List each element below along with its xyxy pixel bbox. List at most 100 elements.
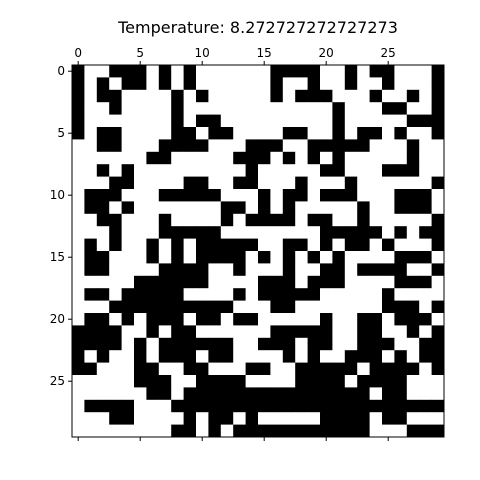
heatmap-cell bbox=[419, 275, 432, 289]
heatmap-cell bbox=[220, 362, 234, 376]
heatmap-cell bbox=[406, 313, 420, 326]
heatmap-cell bbox=[84, 412, 98, 425]
heatmap-cell bbox=[394, 375, 408, 388]
heatmap-cell bbox=[307, 201, 321, 215]
heatmap-cell bbox=[183, 251, 197, 264]
heatmap-cell bbox=[357, 238, 370, 252]
heatmap-cell bbox=[84, 164, 98, 177]
heatmap-cell bbox=[282, 213, 296, 227]
heatmap-cell bbox=[394, 263, 408, 277]
heatmap-cell bbox=[72, 399, 85, 413]
heatmap-cell bbox=[121, 399, 135, 413]
heatmap-cell bbox=[208, 139, 222, 153]
heatmap-cell bbox=[233, 238, 246, 252]
heatmap-cell bbox=[419, 313, 432, 326]
heatmap-cell bbox=[121, 201, 135, 215]
heatmap-cell bbox=[382, 201, 395, 215]
heatmap-cell bbox=[208, 226, 222, 239]
heatmap-cell bbox=[134, 399, 147, 413]
heatmap-cell bbox=[158, 102, 172, 115]
heatmap-cell bbox=[245, 226, 259, 239]
heatmap-cell bbox=[245, 176, 259, 190]
heatmap-cell bbox=[357, 350, 370, 363]
heatmap-cell bbox=[196, 114, 209, 128]
heatmap-cell bbox=[121, 102, 135, 115]
heatmap-cell bbox=[96, 325, 110, 339]
heatmap-cell bbox=[183, 139, 197, 153]
heatmap-cell bbox=[96, 412, 110, 425]
heatmap-cell bbox=[96, 213, 110, 227]
heatmap-cell bbox=[307, 176, 321, 190]
heatmap-cell bbox=[332, 424, 346, 438]
heatmap-cell bbox=[307, 424, 321, 438]
heatmap-cell bbox=[121, 263, 135, 277]
heatmap-cell bbox=[171, 313, 184, 326]
heatmap-cell bbox=[431, 387, 445, 401]
heatmap-cell bbox=[282, 201, 296, 215]
heatmap-cell bbox=[183, 362, 197, 376]
heatmap-cell bbox=[196, 201, 209, 215]
heatmap-cell bbox=[109, 89, 122, 103]
heatmap-cell bbox=[431, 337, 445, 351]
heatmap-cell bbox=[419, 399, 432, 413]
heatmap-cell bbox=[282, 300, 296, 314]
heatmap-cell bbox=[344, 151, 358, 165]
heatmap-cell bbox=[121, 275, 135, 289]
heatmap-cell bbox=[344, 325, 358, 339]
heatmap-cell bbox=[320, 275, 333, 289]
heatmap-cell bbox=[72, 114, 85, 128]
heatmap-cell bbox=[357, 288, 370, 301]
heatmap-cell bbox=[171, 288, 184, 301]
heatmap-cell bbox=[196, 65, 209, 78]
heatmap-cell bbox=[406, 189, 420, 202]
heatmap-cell bbox=[307, 89, 321, 103]
heatmap-cell bbox=[270, 251, 284, 264]
heatmap-cell bbox=[245, 102, 259, 115]
heatmap-cell bbox=[121, 325, 135, 339]
heatmap-cell bbox=[258, 189, 271, 202]
heatmap-cell bbox=[282, 189, 296, 202]
heatmap-cell bbox=[369, 189, 383, 202]
heatmap-cell bbox=[344, 288, 358, 301]
heatmap-cell bbox=[208, 151, 222, 165]
heatmap-cell bbox=[332, 325, 346, 339]
heatmap-cell bbox=[258, 164, 271, 177]
heatmap-cell bbox=[96, 375, 110, 388]
heatmap-cell bbox=[245, 77, 259, 91]
heatmap-cell bbox=[357, 102, 370, 115]
heatmap-cell bbox=[394, 387, 408, 401]
heatmap-cell bbox=[109, 362, 122, 376]
heatmap-cell bbox=[344, 77, 358, 91]
heatmap-cell bbox=[258, 213, 271, 227]
heatmap-cell bbox=[84, 127, 98, 140]
heatmap-cell bbox=[208, 288, 222, 301]
heatmap-cell bbox=[307, 387, 321, 401]
heatmap-cell bbox=[295, 151, 308, 165]
heatmap-cell bbox=[406, 89, 420, 103]
heatmap-cell bbox=[394, 424, 408, 438]
heatmap-cell bbox=[183, 263, 197, 277]
heatmap-cell bbox=[406, 127, 420, 140]
heatmap-cell bbox=[369, 325, 383, 339]
heatmap-cell bbox=[295, 424, 308, 438]
heatmap-cell bbox=[270, 387, 284, 401]
heatmap-cell bbox=[320, 89, 333, 103]
heatmap-cell bbox=[369, 213, 383, 227]
heatmap-cell bbox=[419, 263, 432, 277]
heatmap-cell bbox=[295, 139, 308, 153]
heatmap-cell bbox=[369, 176, 383, 190]
heatmap-cell bbox=[233, 89, 246, 103]
heatmap-cell bbox=[295, 176, 308, 190]
heatmap-cell bbox=[369, 275, 383, 289]
heatmap-cell bbox=[344, 164, 358, 177]
heatmap-cell bbox=[307, 139, 321, 153]
heatmap-cell bbox=[171, 375, 184, 388]
heatmap-cell bbox=[245, 213, 259, 227]
heatmap-cell bbox=[171, 226, 184, 239]
heatmap-cell bbox=[369, 102, 383, 115]
heatmap-cell bbox=[171, 412, 184, 425]
heatmap-cell bbox=[394, 288, 408, 301]
heatmap-cell bbox=[220, 151, 234, 165]
heatmap-cell bbox=[183, 176, 197, 190]
heatmap-cell bbox=[295, 201, 308, 215]
